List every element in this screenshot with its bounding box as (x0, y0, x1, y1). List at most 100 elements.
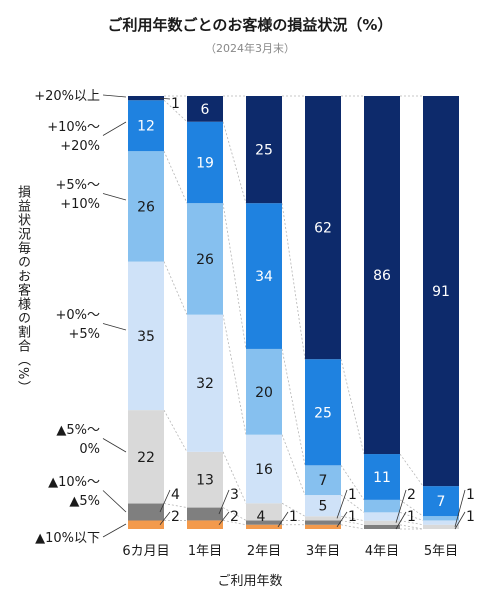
band-label: +5% (68, 327, 100, 342)
band-label: +5%〜 (55, 178, 100, 193)
connector-line (340, 524, 365, 530)
segment-value-label: 32 (196, 376, 214, 392)
segment-value-label: 34 (255, 269, 273, 285)
category-label: 3年目 (306, 544, 340, 559)
segment-value-label: 1 (348, 487, 357, 503)
bar-segment (246, 203, 282, 349)
segment-value-label: 26 (137, 199, 155, 215)
connector-line (340, 494, 365, 513)
connector-line (281, 203, 306, 360)
connector-line (340, 465, 365, 501)
bar-segment (364, 512, 400, 521)
band-label: +10%〜 (47, 120, 100, 135)
category-label: 2年目 (247, 544, 281, 559)
leader-line (159, 97, 171, 100)
bar-segment (364, 499, 400, 513)
connector-line (222, 203, 247, 350)
band-label: ▲10%以下 (35, 531, 100, 546)
segment-value-label: 1 (407, 509, 416, 525)
leader-line (336, 511, 348, 528)
segment-value-label: 11 (373, 470, 391, 486)
connector-line (222, 121, 247, 204)
bar-segment (187, 520, 223, 529)
bar-segment (246, 503, 282, 521)
segment-value-label: 5 (319, 499, 328, 515)
segment-value-label: 3 (230, 487, 239, 503)
band-pointer-line (102, 193, 127, 201)
segment-value-label: 16 (255, 462, 273, 478)
connector-line (163, 151, 188, 204)
connector-line (399, 524, 424, 530)
bar-segment (187, 507, 223, 521)
segment-value-label: 91 (432, 284, 450, 300)
bar-segment (423, 486, 459, 517)
x-axis-title: ご利用年数 (217, 574, 283, 589)
bar-segment (128, 410, 164, 504)
segment-value-label: 12 (137, 119, 155, 135)
bar-segment (423, 96, 459, 487)
segment-value-label: 4 (171, 487, 180, 503)
bar-segment (187, 203, 223, 315)
bar-segment (246, 96, 282, 204)
connector-line (163, 409, 188, 453)
bar-segment (364, 524, 400, 529)
bar-segment (305, 359, 341, 466)
segment-value-label: 7 (319, 473, 328, 489)
connector-line (163, 261, 188, 315)
connector-line (222, 451, 247, 504)
chart-title: ご利用年数ごとのお客様の損益状況（%） (107, 16, 393, 34)
segment-value-label: 2 (407, 487, 416, 503)
band-pointer-line (102, 94, 127, 98)
segment-value-label: 6 (201, 102, 210, 118)
bar-segment (423, 524, 459, 529)
segment-value-label: 20 (255, 385, 273, 401)
segment-value-label: 1 (348, 509, 357, 525)
band-label: +20%以上 (34, 89, 100, 104)
y-axis-title: 損益状況毎のお客様の割合（%） (15, 185, 30, 395)
band-label: +20% (60, 139, 100, 154)
bar-segment (246, 434, 282, 504)
segment-value-label: 1 (289, 509, 298, 525)
leader-line (454, 489, 466, 527)
band-label: ▲10%〜 (48, 475, 100, 490)
bar-segment (128, 100, 164, 152)
bar-segment (187, 451, 223, 508)
leader-line (454, 511, 466, 530)
leader-line (395, 489, 407, 523)
bar-segment (305, 516, 341, 521)
category-label: 6カ月目 (122, 544, 169, 559)
segment-value-label: 62 (314, 221, 332, 237)
band-label: +10% (60, 197, 100, 212)
band-label: ▲5%〜 (56, 423, 100, 438)
leader-line (159, 511, 171, 526)
connector-line (340, 359, 365, 455)
bar-segment (128, 503, 164, 521)
segment-value-label: 22 (137, 450, 155, 466)
chart-subtitle: （2024年3月末） (205, 42, 295, 55)
segment-value-label: 2 (230, 509, 239, 525)
leader-line (336, 489, 348, 519)
connector-line (281, 502, 306, 517)
bar-segment (187, 121, 223, 204)
band-label: ▲5% (69, 494, 100, 509)
bar-segment (305, 524, 341, 529)
category-label: 5年目 (424, 544, 458, 559)
bar-segment (246, 524, 282, 529)
segment-value-label: 1 (466, 509, 475, 525)
segment-value-label: 7 (437, 494, 446, 510)
bar-segment (364, 454, 400, 500)
bar-segment (305, 520, 341, 525)
leader-line (277, 511, 289, 528)
connector-line (163, 99, 188, 123)
segment-value-label: 4 (257, 509, 266, 525)
band-pointer-line (102, 438, 127, 453)
connector-line (399, 499, 424, 517)
segment-value-label: 1 (171, 96, 180, 112)
category-label: 4年目 (365, 544, 399, 559)
leader-line (395, 511, 407, 530)
bar-segment (423, 520, 459, 525)
band-pointer-line (102, 523, 127, 538)
bar-segment (187, 314, 223, 452)
connector-line (399, 511, 424, 521)
